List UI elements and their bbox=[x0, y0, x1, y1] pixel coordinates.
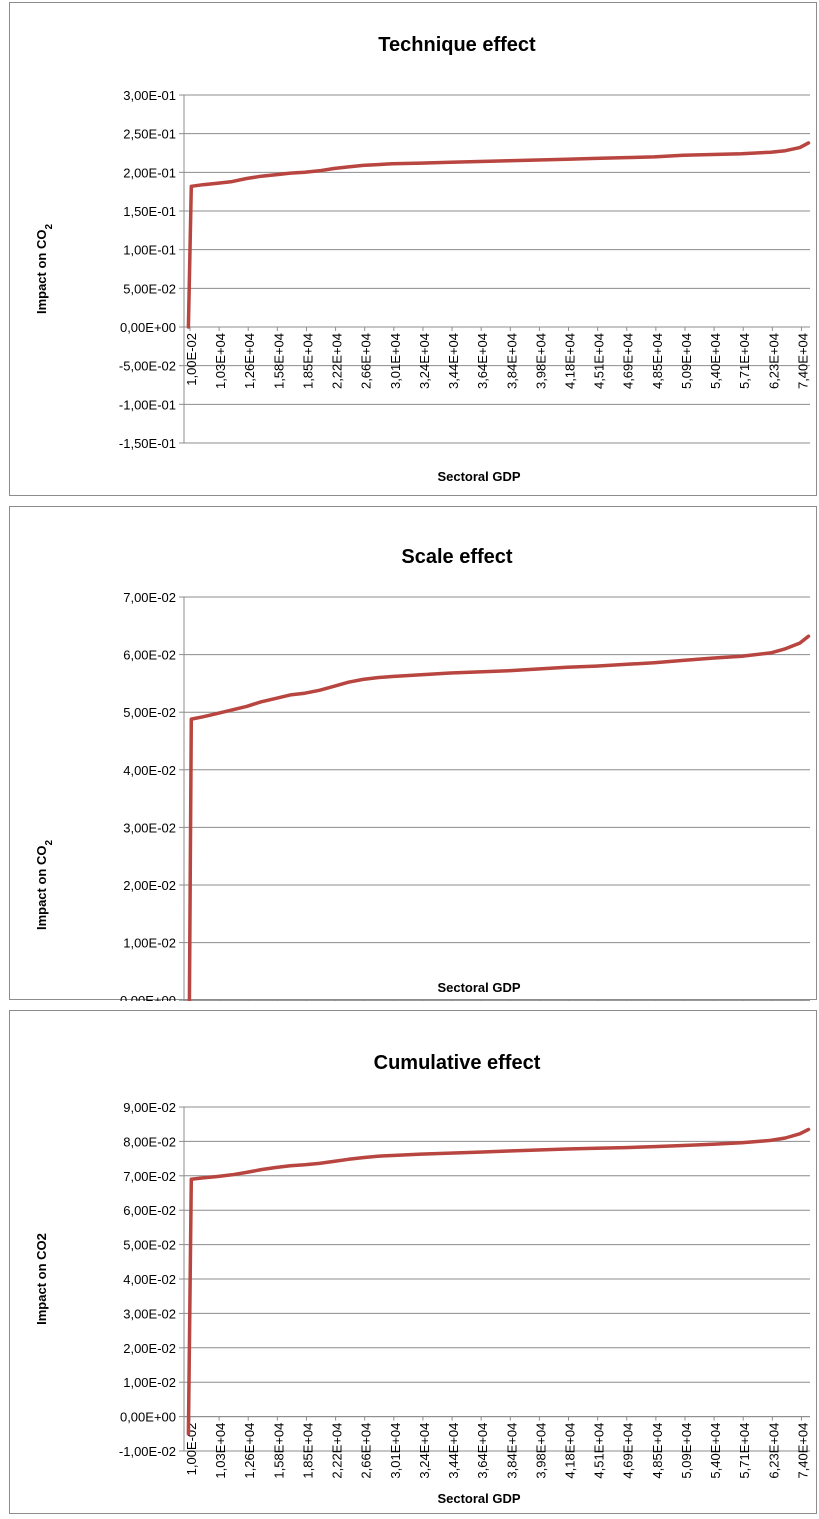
series-line bbox=[187, 634, 811, 1001]
x-tick-label: 3,64E+04 bbox=[475, 1423, 490, 1479]
y-tick-label: 6,00E-02 bbox=[123, 1203, 176, 1218]
y-tick-label: 1,00E-01 bbox=[123, 243, 176, 258]
x-tick-label: 1,00E-02 bbox=[184, 1423, 199, 1476]
x-tick-label: 2,66E+04 bbox=[359, 1423, 374, 1479]
y-tick-label: 5,00E-02 bbox=[123, 281, 176, 296]
x-tick-label: 5,40E+04 bbox=[708, 1423, 723, 1479]
y-tick-label: 1,00E-02 bbox=[123, 1375, 176, 1390]
y-axis-label: Impact on CO2 bbox=[34, 1233, 49, 1325]
cumulative-effect-chart: Cumulative effect 9,00E-02 8,00E-02 7,00E-0… bbox=[9, 1010, 817, 1514]
x-tick-label: 3,44E+04 bbox=[446, 1423, 461, 1479]
technique-effect-svg: Technique effect 3,00E-01 2,50E-01 2,00E-01… bbox=[34, 34, 811, 484]
y-tick-label: 6,00E-02 bbox=[123, 648, 176, 663]
y-tick-label: -1,00E-01 bbox=[119, 397, 176, 412]
y-axis-label-subscript: 2 bbox=[44, 224, 55, 230]
x-tick-label: 6,23E+04 bbox=[766, 1423, 781, 1479]
y-tick-label: 3,00E-02 bbox=[123, 820, 176, 835]
technique-effect-chart: Technique effect 3,00E-01 2,50E-01 2,00E-01… bbox=[9, 2, 817, 496]
y-tick-label: 2,50E-01 bbox=[123, 127, 176, 142]
y-tick-label: 0,00E+00 bbox=[120, 993, 176, 1001]
y-tick-label: 4,00E-02 bbox=[123, 1272, 176, 1287]
y-tick-label: 2,00E-02 bbox=[123, 878, 176, 893]
x-tick-label: 3,84E+04 bbox=[504, 333, 519, 389]
y-tick-label: 1,50E-01 bbox=[123, 204, 176, 219]
y-axis-label-subscript: 2 bbox=[44, 840, 55, 846]
y-axis-label: Impact on CO2 bbox=[34, 224, 55, 315]
y-tick-label: 5,00E-02 bbox=[123, 1238, 176, 1253]
x-tick-label: 2,22E+04 bbox=[330, 1423, 345, 1479]
y-tick-label: 7,00E-02 bbox=[123, 590, 176, 605]
x-tick-label: 4,85E+04 bbox=[650, 1423, 665, 1479]
y-tick-label: 7,00E-02 bbox=[123, 1169, 176, 1184]
x-tick-label: 7,40E+04 bbox=[795, 333, 810, 389]
x-axis-label: Sectoral GDP bbox=[437, 469, 520, 484]
cumulative-effect-svg: Cumulative effect 9,00E-02 8,00E-02 7,00E-0… bbox=[34, 1052, 811, 1506]
y-tick-label: 3,00E-02 bbox=[123, 1306, 176, 1321]
x-tick-label: 6,23E+04 bbox=[766, 333, 781, 389]
x-tick-label: 4,85E+04 bbox=[650, 333, 665, 389]
x-tick-label: 4,51E+04 bbox=[592, 1423, 607, 1479]
y-tick-label: 0,00E+00 bbox=[120, 320, 176, 335]
x-tick-label: 3,98E+04 bbox=[533, 1423, 548, 1479]
x-tick-label: 3,24E+04 bbox=[417, 1423, 432, 1479]
y-tick-label: 8,00E-02 bbox=[123, 1134, 176, 1149]
y-tick-label: 9,00E-02 bbox=[123, 1100, 176, 1115]
x-tick-label: 3,44E+04 bbox=[446, 333, 461, 389]
y-tick-label: -1,00E-02 bbox=[119, 1444, 176, 1459]
x-axis-label: Sectoral GDP bbox=[437, 980, 520, 995]
y-axis-label: Impact on CO2 bbox=[34, 840, 55, 931]
y-tick-label: 2,00E-02 bbox=[123, 1341, 176, 1356]
x-tick-label: 5,09E+04 bbox=[679, 1423, 694, 1479]
x-tick-label: 5,71E+04 bbox=[737, 1423, 752, 1479]
x-tick-label: 1,03E+04 bbox=[213, 1423, 228, 1479]
y-tick-label: -1,50E-01 bbox=[119, 436, 176, 451]
x-tick-label: 1,26E+04 bbox=[242, 1423, 257, 1479]
chart-title: Technique effect bbox=[378, 34, 536, 56]
chart-title: Scale effect bbox=[401, 546, 513, 568]
series-line bbox=[186, 1127, 811, 1436]
scale-effect-svg: Scale effect 7,00E-02 6,00E-02 5,00E-02 4,00… bbox=[34, 546, 811, 1001]
scale-effect-chart: Scale effect 7,00E-02 6,00E-02 5,00E-02 4,00… bbox=[9, 506, 817, 1001]
x-tick-label: 3,98E+04 bbox=[533, 333, 548, 389]
y-tick-label: 2,00E-01 bbox=[123, 165, 176, 180]
x-tick-label: 3,24E+04 bbox=[417, 333, 432, 389]
x-tick-label: 4,69E+04 bbox=[621, 333, 636, 389]
x-tick-label: 5,09E+04 bbox=[679, 333, 694, 389]
x-tick-label: 3,01E+04 bbox=[388, 1423, 403, 1479]
x-tick-label: 4,18E+04 bbox=[563, 1423, 578, 1479]
y-tick-label: 3,00E-01 bbox=[123, 88, 176, 103]
x-tick-label: 3,01E+04 bbox=[388, 333, 403, 389]
x-tick-label: 1,03E+04 bbox=[213, 333, 228, 389]
x-tick-label: 4,18E+04 bbox=[563, 333, 578, 389]
x-tick-label: 1,85E+04 bbox=[300, 333, 315, 389]
x-tick-label: 2,66E+04 bbox=[359, 333, 374, 389]
x-tick-label: 3,64E+04 bbox=[475, 333, 490, 389]
x-tick-label: 4,51E+04 bbox=[592, 333, 607, 389]
x-tick-label: 5,71E+04 bbox=[737, 333, 752, 389]
y-tick-label: 5,00E-02 bbox=[123, 705, 176, 720]
x-tick-label: 1,58E+04 bbox=[271, 333, 286, 389]
y-tick-label: 0,00E+00 bbox=[120, 1410, 176, 1425]
y-tick-label: 1,00E-02 bbox=[123, 936, 176, 951]
x-tick-label: 7,40E+04 bbox=[795, 1423, 810, 1479]
x-tick-label: 1,00E-02 bbox=[184, 333, 199, 386]
chart-title: Cumulative effect bbox=[374, 1052, 541, 1074]
x-tick-label: 5,40E+04 bbox=[708, 333, 723, 389]
series-line bbox=[186, 141, 811, 329]
x-tick-label: 2,22E+04 bbox=[330, 333, 345, 389]
x-axis-label: Sectoral GDP bbox=[437, 1491, 520, 1506]
x-tick-label: 1,58E+04 bbox=[271, 1423, 286, 1479]
y-tick-label: 4,00E-02 bbox=[123, 763, 176, 778]
x-tick-label: 1,85E+04 bbox=[300, 1423, 315, 1479]
y-tick-label: -5,00E-02 bbox=[119, 359, 176, 374]
x-tick-label: 1,26E+04 bbox=[242, 333, 257, 389]
x-tick-label: 3,84E+04 bbox=[504, 1423, 519, 1479]
x-tick-label: 4,69E+04 bbox=[621, 1423, 636, 1479]
